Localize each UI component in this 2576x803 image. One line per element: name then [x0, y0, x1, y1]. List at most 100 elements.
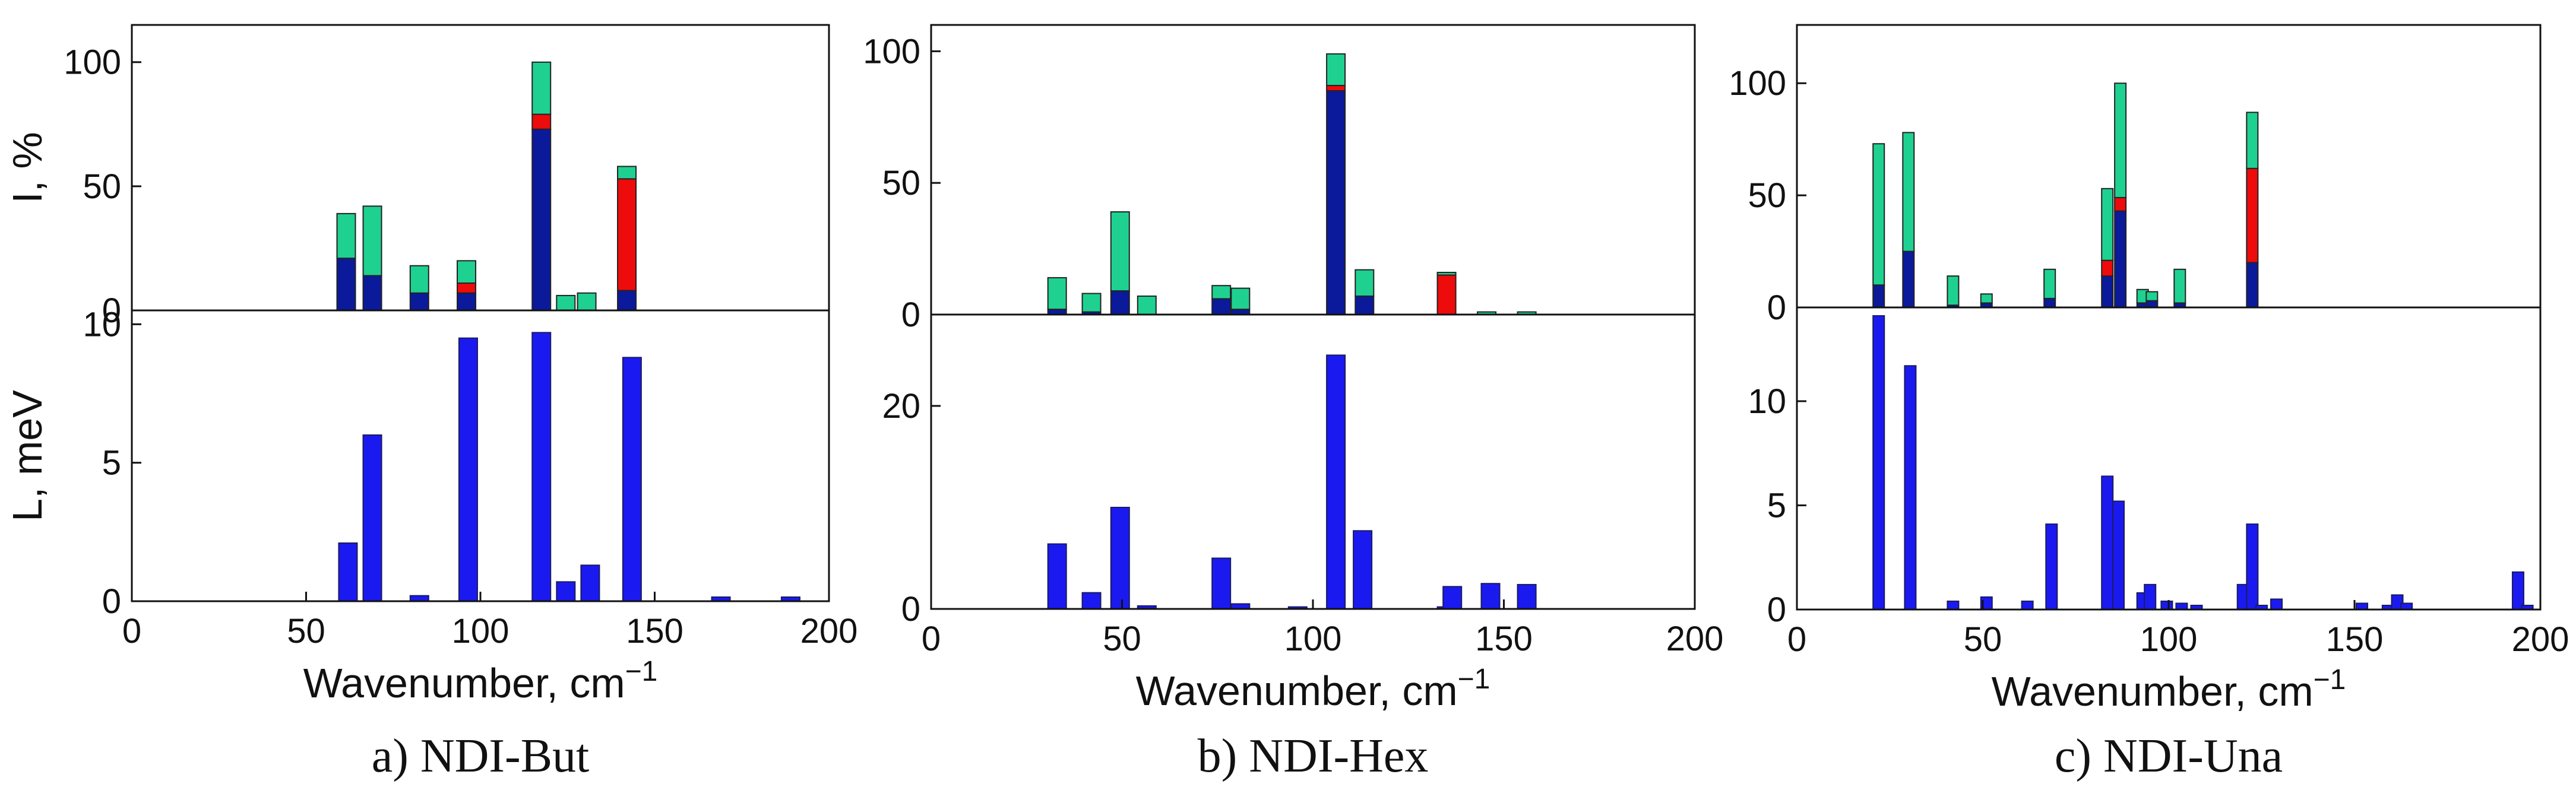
y-tick-label: 5	[1767, 486, 1786, 525]
intensity-bar-green	[1110, 211, 1130, 292]
x-tick-label: 50	[287, 612, 325, 650]
x-tick-label: 150	[2326, 620, 2384, 659]
intensity-bar-navy	[1326, 90, 1346, 315]
x-tick-label: 100	[452, 612, 509, 650]
energy-bar	[362, 434, 382, 602]
energy-bar	[2160, 600, 2173, 610]
intensity-bar-green	[556, 294, 576, 312]
y-tick-label: 0	[102, 291, 121, 330]
intensity-bar-green	[1980, 293, 1993, 304]
intensity-bar-green	[1355, 269, 1375, 297]
intensity-bar-navy	[1211, 298, 1232, 315]
energy-bar	[1110, 506, 1130, 610]
intensity-bar-green	[1902, 132, 1915, 252]
intensity-bar-red	[1436, 274, 1457, 316]
energy-bar	[556, 581, 576, 602]
intensity-bar-green	[409, 265, 429, 294]
y-tick-label: 50	[1748, 176, 1786, 215]
intensity-bar-navy	[2246, 262, 2259, 309]
energy-bar	[2270, 598, 2283, 611]
energy-bars	[338, 332, 800, 602]
energy-bar	[1326, 354, 1346, 610]
intensity-bar-red	[2101, 259, 2114, 277]
y-tick-label: 10	[83, 305, 121, 344]
energy-bar	[2400, 602, 2413, 611]
intensity-bar-navy	[1110, 290, 1130, 315]
intensity-bar-navy	[457, 292, 477, 312]
y-tick-label: 0	[901, 296, 920, 334]
intensity-bar-navy	[2043, 297, 2056, 308]
y-tick-label: 20	[882, 387, 920, 426]
x-tick-label: 200	[2512, 620, 2569, 659]
y-tick-label: 100	[863, 32, 920, 71]
x-tick-label: 0	[1787, 620, 1806, 659]
energy-bars	[1872, 315, 2534, 611]
y-tick-label: 50	[882, 164, 920, 202]
x-tick-label: 0	[922, 620, 941, 658]
energy-bar	[1480, 583, 1501, 610]
panel-caption: c) NDI-Una	[2055, 730, 2283, 782]
y-tick-label: 0	[1767, 591, 1786, 629]
energy-bar	[1442, 586, 1463, 610]
x-axis-label-text: Wavenumber, cm	[1136, 668, 1458, 714]
x-axis-label-superscript: −1	[625, 656, 658, 687]
intensity-bar-navy	[1355, 295, 1375, 316]
energy-bar	[2021, 600, 2034, 610]
intensity-bar-green	[457, 260, 477, 284]
intensity-bar-green	[617, 166, 637, 180]
energy-bar	[1904, 365, 1917, 611]
energy-bars	[1047, 354, 1537, 610]
intensity-bar-red	[1326, 85, 1346, 91]
y-tick-label: 100	[1729, 64, 1786, 103]
energy-bar	[1353, 530, 1373, 610]
energy-frame	[131, 309, 830, 602]
intensity-bar-green	[1047, 277, 1067, 310]
y-tick-label: 10	[1748, 382, 1786, 421]
intensity-bar-navy	[1902, 250, 1915, 308]
intensity-bar-navy	[531, 128, 552, 312]
intensity-bar-green	[577, 292, 597, 312]
energy-bar	[2112, 500, 2125, 611]
panel-caption: b) NDI-Hex	[1198, 730, 1429, 782]
energy-bar	[1047, 543, 1067, 610]
intensity-bar-navy	[1872, 284, 1885, 309]
intensity-bar-green	[1947, 275, 1960, 306]
intensity-bar-navy	[2145, 300, 2159, 308]
intensity-bar-green	[1230, 287, 1251, 310]
intensity-bar-green	[2114, 82, 2127, 198]
x-axis-label: Wavenumber, cm−1	[1136, 664, 1490, 714]
x-axis-label-superscript: −1	[2314, 664, 2346, 696]
energy-bar	[2511, 571, 2524, 610]
intensity-bar-green	[2246, 112, 2259, 169]
x-axis-label-superscript: −1	[1458, 664, 1490, 695]
intensity-frame	[930, 24, 1696, 316]
x-tick-label: 100	[1284, 620, 1342, 658]
intensity-bars	[336, 61, 637, 312]
y-axis-label-energy: L, meV	[4, 390, 50, 522]
x-axis-label: Wavenumber, cm−1	[1992, 664, 2346, 715]
intensity-bar-green	[362, 205, 382, 277]
intensity-bar-green	[336, 212, 356, 259]
intensity-bar-green	[1211, 285, 1232, 300]
panel-caption: a) NDI-But	[372, 730, 590, 782]
energy-frame	[930, 313, 1696, 610]
intensity-bar-green	[2145, 291, 2159, 301]
y-tick-label: 0	[901, 590, 920, 629]
x-tick-label: 150	[626, 612, 683, 650]
intensity-bar-green	[531, 61, 552, 115]
energy-bar	[1872, 315, 1885, 610]
intensity-bar-green	[1326, 53, 1346, 87]
x-axis-label: Wavenumber, cm−1	[303, 656, 658, 706]
intensity-bars	[1047, 53, 1537, 316]
intensity-bar-green	[1081, 293, 1102, 313]
intensity-bars	[1872, 82, 2259, 309]
x-tick-label: 200	[1666, 620, 1724, 658]
energy-bar	[2246, 523, 2259, 610]
energy-bar	[1081, 592, 1102, 610]
y-tick-label: 0	[102, 582, 121, 621]
x-tick-label: 50	[1964, 620, 2002, 659]
intensity-bar-green	[1436, 272, 1457, 276]
intensity-bar-red	[617, 178, 637, 291]
